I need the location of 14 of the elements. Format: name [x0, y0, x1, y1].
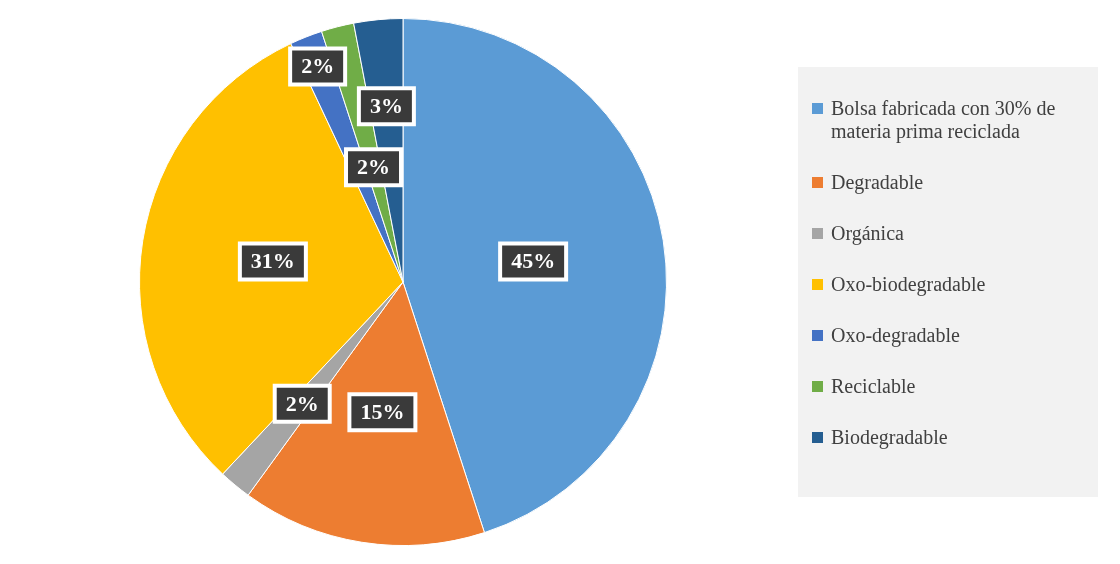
data-label: 2%	[301, 53, 335, 79]
legend-label: Oxo-degradable	[831, 324, 960, 347]
data-label: 3%	[369, 92, 403, 118]
data-label: 2%	[357, 153, 391, 179]
data-label: 31%	[250, 248, 295, 274]
legend-label: Bolsa fabricada con 30% de materia prima reciclada	[831, 97, 1057, 143]
data-label: 15%	[360, 398, 405, 424]
legend-label: Biodegradable	[831, 426, 948, 449]
data-label: 45%	[511, 248, 556, 274]
legend-label: Oxo-biodegradable	[831, 273, 986, 296]
legend-label: Reciclable	[831, 375, 916, 398]
legend-label: Orgánica	[831, 222, 904, 245]
data-label: 2%	[285, 390, 319, 416]
legend-label: Degradable	[831, 171, 924, 194]
